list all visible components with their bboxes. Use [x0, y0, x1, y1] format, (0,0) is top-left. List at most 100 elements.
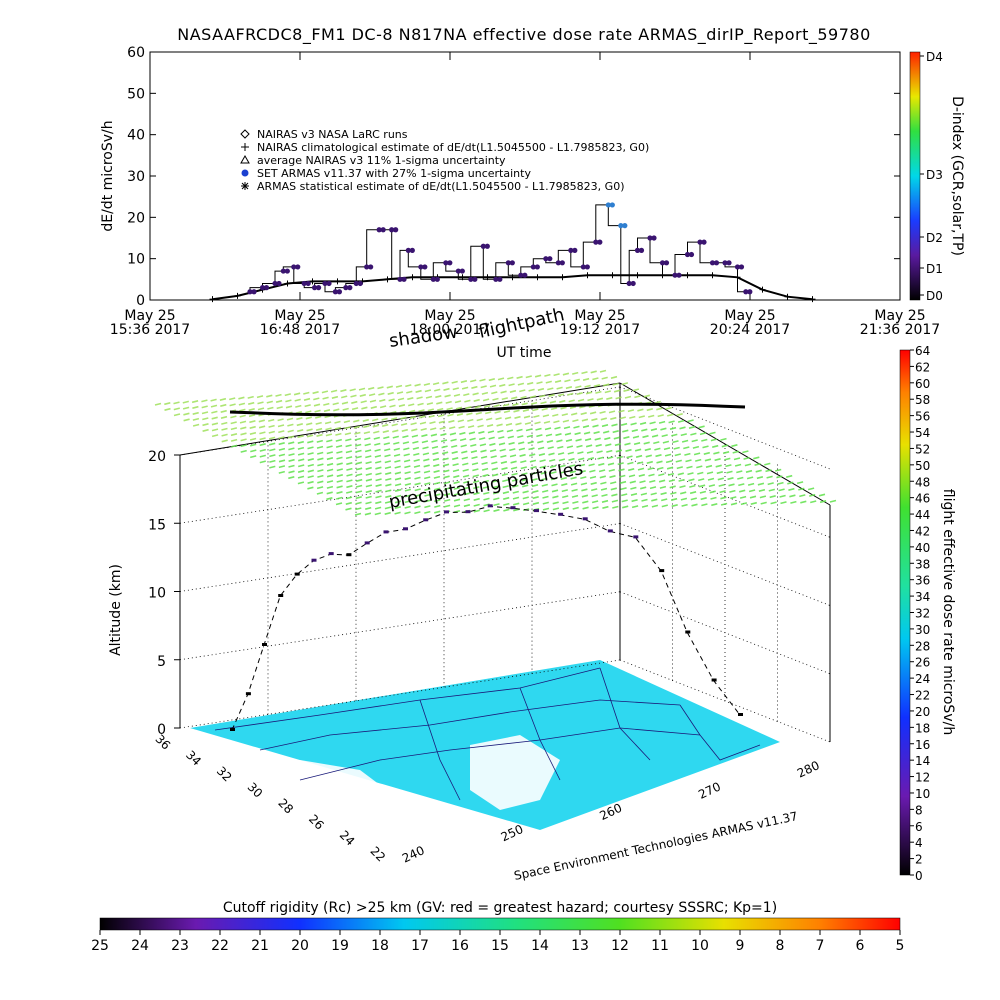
precip-row: [354, 499, 837, 516]
rigidity-colorbar-tick-label: 11: [651, 938, 669, 954]
legend-symbol-diamond: [240, 129, 250, 139]
armas-point-pair: [336, 289, 343, 295]
rigidity-colorbar-tick-label: 24: [131, 938, 149, 954]
dose-colorbar-label: flight effective dose rate microSv/h: [940, 489, 956, 735]
armas-point-pair: [315, 285, 322, 291]
nairas-point: [684, 272, 691, 279]
armas-point-pair: [305, 280, 311, 287]
nairas-point: [409, 274, 416, 281]
x-tick-label: 16:48 2017: [260, 322, 340, 338]
flight-path-point: [423, 518, 429, 522]
altitude-tick-label: 10: [148, 586, 166, 602]
armas-point: [397, 276, 403, 282]
latitude-tick-label: 24: [337, 828, 358, 849]
y-tick-label: 20: [127, 210, 145, 226]
y-tick-label: 50: [127, 86, 145, 102]
d-index-tick-label: D2: [926, 231, 943, 245]
armas-point: [647, 235, 653, 241]
armas-point-pair: [497, 276, 503, 282]
armas-point: [364, 264, 370, 270]
armas-point: [272, 280, 278, 287]
armas-point: [568, 247, 574, 253]
rigidity-colorbar-tick-label: 22: [211, 938, 229, 954]
armas-point: [634, 247, 641, 253]
armas-point: [734, 264, 741, 270]
rigidity-colorbar-tick-label: 8: [776, 938, 785, 954]
armas-point: [247, 289, 253, 295]
armas-point: [543, 256, 549, 262]
d-index-ticks: D0 D1 D2 D3 D4: [920, 50, 943, 303]
y-axis-ticks: 0 10 20 30 40 50 60: [127, 45, 900, 309]
armas-point-pair: [409, 247, 415, 253]
y-tick-label: 40: [127, 128, 145, 144]
flight-path-point: [510, 506, 516, 510]
armas-point: [389, 227, 395, 233]
altitude-label: Altitude (km): [108, 564, 124, 656]
precip-row: [231, 419, 694, 448]
map-outlines: [214, 667, 761, 801]
armas-point-pair: [484, 243, 490, 249]
precip-row: [326, 481, 804, 501]
armas-point-pair: [688, 251, 695, 258]
altitude-ticks: 0 5 10 15 20: [148, 449, 180, 738]
armas-point: [505, 260, 511, 266]
armas-point: [743, 289, 749, 295]
nairas-point: [634, 272, 641, 279]
nairas-point: [209, 296, 216, 303]
x-tick-label: May 25: [124, 308, 175, 324]
dose-colorbar-tick-label: 16: [915, 738, 930, 752]
latitude-tick-label: 28: [275, 796, 296, 817]
latitude-tick-label: 26: [306, 812, 327, 833]
armas-point: [455, 268, 461, 274]
flight-path-point: [582, 517, 588, 521]
longitude-tick-label: 240: [400, 843, 427, 865]
dose-colorbar-tick-label: 14: [915, 754, 930, 768]
dose-colorbar-tick-label: 54: [915, 426, 930, 440]
altitude-tick-label: 15: [148, 517, 166, 533]
y-tick-label: 10: [127, 252, 145, 268]
y-tick-label: 30: [127, 169, 145, 185]
rigidity-colorbar-tick-label: 19: [331, 938, 349, 954]
legend-entry: SET ARMAS v11.37 with 27% 1-sigma uncert…: [257, 167, 531, 180]
rigidity-colorbar-tick-label: 21: [251, 938, 269, 954]
longitude-tick-label: 280: [795, 758, 822, 780]
altitude-tick-label: 0: [157, 722, 166, 738]
flight-path-point: [659, 569, 665, 573]
flight-tracks: [229, 402, 746, 731]
armas-point: [672, 272, 678, 278]
precipitation-field: [154, 369, 837, 516]
armas-point-pair: [726, 260, 732, 266]
armas-point: [593, 239, 599, 245]
dose-colorbar-tick-label: 20: [915, 705, 930, 719]
precip-row: [164, 375, 618, 411]
armas-point-pair: [326, 280, 332, 287]
armas-point-pair: [263, 285, 270, 291]
x-tick-label: May 25: [424, 308, 475, 324]
flight-path-point: [328, 552, 334, 556]
armas-point: [430, 276, 436, 282]
armas-point-pair: [276, 280, 282, 287]
armas-point: [684, 251, 691, 258]
precip-row: [192, 394, 650, 427]
d-index-tick-label: D3: [926, 168, 943, 182]
dose-colorbar-tick-label: 40: [915, 541, 930, 555]
flight-path-point: [465, 510, 471, 514]
rigidity-colorbar-tick-label: 20: [291, 938, 309, 954]
dose-colorbar-tick-label: 42: [915, 524, 930, 538]
rigidity-colorbar-tick-label: 9: [736, 938, 745, 954]
rigidity-colorbar-tick-label: 23: [171, 938, 189, 954]
d-index-label: D-index (GCR,solar,TP): [949, 96, 965, 256]
flightpath-annotation: flightpath: [477, 304, 567, 343]
latitude-tick-label: 36: [152, 732, 173, 753]
land-blank-gulf: [470, 735, 560, 810]
armas-point: [405, 247, 411, 253]
rigidity-colorbar-tick-label: 10: [691, 938, 709, 954]
dose-colorbar-tick-label: 50: [915, 459, 930, 473]
precip-row: [250, 431, 716, 459]
armas-point-pair: [357, 280, 363, 287]
armas-point: [518, 272, 524, 278]
armas-point-pair: [638, 247, 645, 253]
precip-row: [288, 456, 760, 480]
